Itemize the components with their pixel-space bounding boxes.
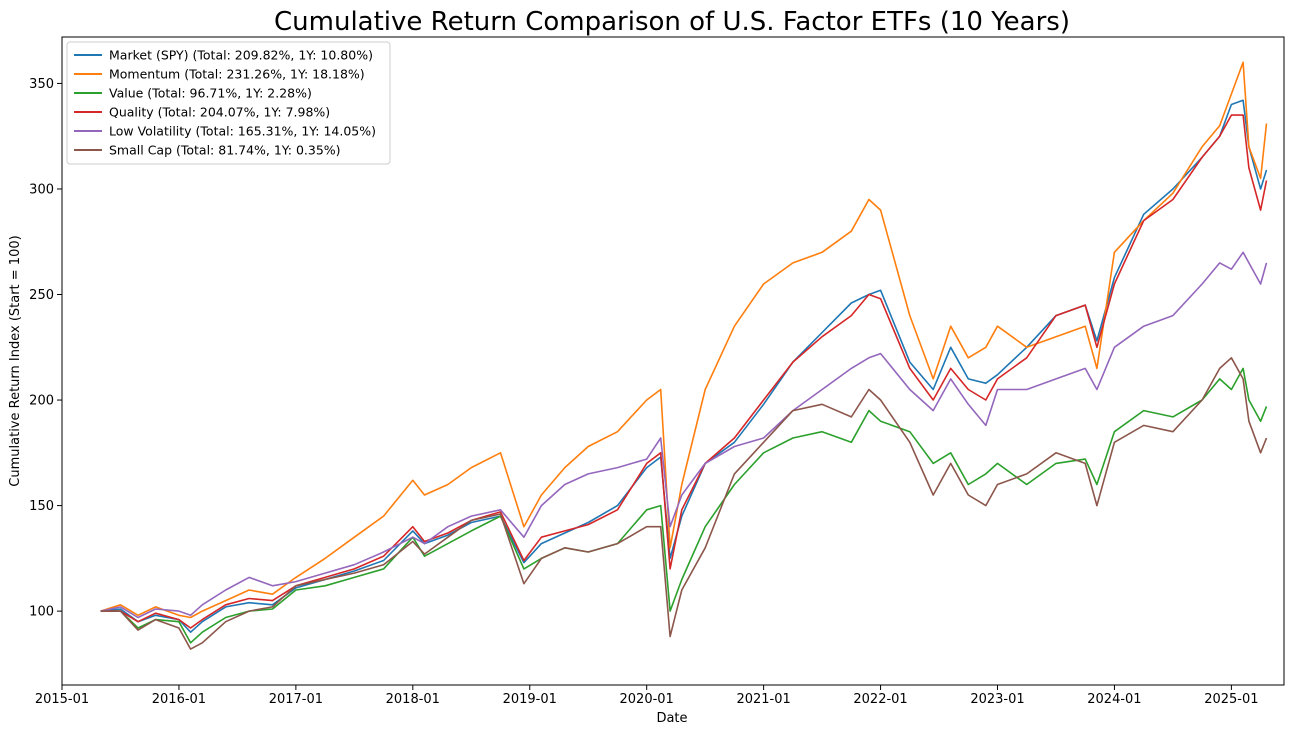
x-axis: 2015-01 2016-01 2017-01 2018-01 2019-01 2020-… xyxy=(35,685,1259,707)
legend: Market (SPY) (Total: 209.82%, 1Y: 10.80%… xyxy=(66,41,391,165)
x-tick-label-1: 2016-01 xyxy=(152,692,206,707)
y-axis-label: Cumulative Return Index (Start = 100) xyxy=(8,235,23,486)
y-tick-label-4: 300 xyxy=(29,182,54,197)
plot-frame xyxy=(61,36,1285,686)
x-tick-label-9: 2024-01 xyxy=(1087,692,1141,707)
y-tick-label-3: 250 xyxy=(29,288,54,303)
x-tick-label-7: 2022-01 xyxy=(853,692,907,707)
y-tick-label-5: 350 xyxy=(29,77,54,92)
plot-lines xyxy=(100,61,1268,650)
legend-label-4: Low Volatility (Total: 165.31%, 1Y: 14.0… xyxy=(109,124,376,139)
legend-label-1: Momentum (Total: 231.26%, 1Y: 18.18%) xyxy=(109,67,365,82)
series-line-1 xyxy=(100,61,1268,619)
x-tick-label-5: 2020-01 xyxy=(620,692,674,707)
legend-label-2: Value (Total: 96.71%, 1Y: 2.28%) xyxy=(109,86,312,101)
x-tick-label-0: 2015-01 xyxy=(35,692,89,707)
series-line-5 xyxy=(100,357,1268,650)
y-axis: 100 150 200 250 300 350 xyxy=(29,77,62,620)
x-axis-label: Date xyxy=(656,711,687,726)
y-tick-label-0: 100 xyxy=(29,605,54,620)
series-line-2 xyxy=(100,367,1268,644)
x-tick-label-2: 2017-01 xyxy=(269,692,323,707)
legend-label-0: Market (SPY) (Total: 209.82%, 1Y: 10.80%… xyxy=(109,48,373,63)
legend-label-3: Quality (Total: 204.07%, 1Y: 7.98%) xyxy=(109,105,330,120)
x-tick-label-6: 2021-01 xyxy=(736,692,790,707)
y-tick-label-1: 150 xyxy=(29,499,54,514)
legend-label-5: Small Cap (Total: 81.74%, 1Y: 0.35%) xyxy=(109,143,341,158)
series-line-3 xyxy=(100,114,1268,629)
x-tick-label-4: 2019-01 xyxy=(503,692,557,707)
legend-box xyxy=(66,41,391,165)
series-line-0 xyxy=(100,99,1268,633)
x-tick-label-3: 2018-01 xyxy=(386,692,440,707)
x-tick-label-8: 2023-01 xyxy=(970,692,1024,707)
series-line-4 xyxy=(100,251,1268,619)
x-tick-label-10: 2025-01 xyxy=(1204,692,1258,707)
y-tick-label-2: 200 xyxy=(29,394,54,409)
chart-title: Cumulative Return Comparison of U.S. Fac… xyxy=(274,7,1070,37)
